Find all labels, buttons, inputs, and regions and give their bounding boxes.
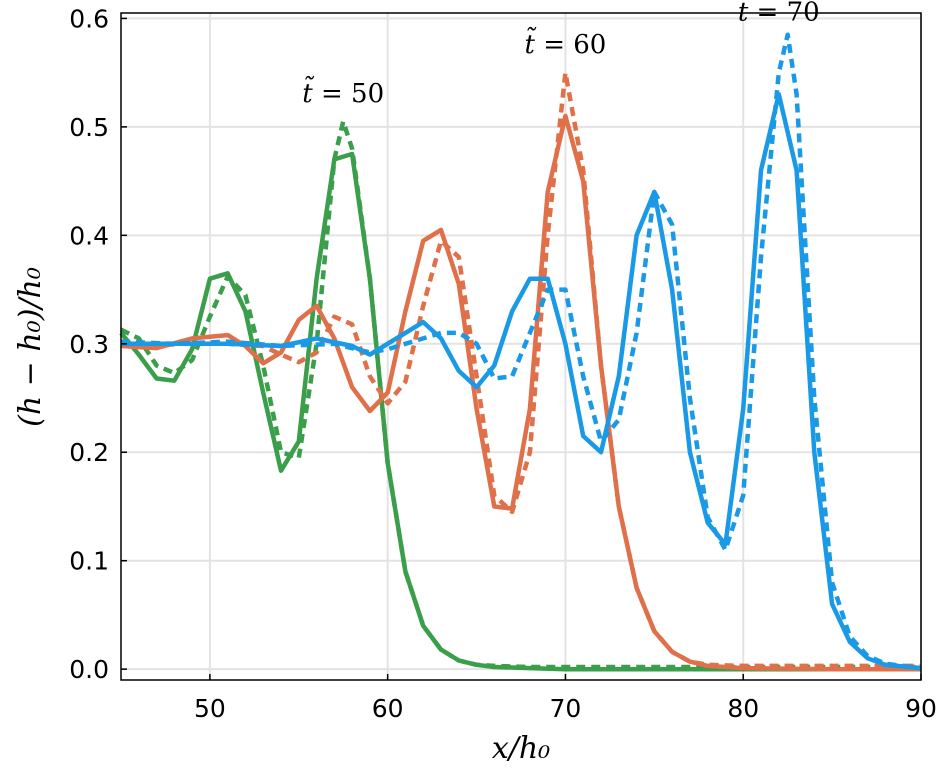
- y-tick-label: 0.3: [69, 330, 109, 359]
- y-tick-label: 0.4: [69, 221, 109, 250]
- x-tick-label: 70: [550, 694, 582, 723]
- y-tick-label: 0.6: [69, 4, 109, 33]
- series-line-2: [120, 119, 921, 670]
- x-axis-label: x/h₀: [492, 731, 550, 766]
- series-lines: [119, 32, 922, 672]
- y-axis-label: (h − h₀)/h₀: [13, 267, 48, 427]
- annotation-label: t̃ = 70: [738, 0, 820, 28]
- series-line-6: [120, 32, 922, 671]
- y-tick-label: 0.2: [69, 438, 109, 467]
- axis-ticks: 50 60 70 80 90 0.0 0.1 0.2 0.3 0.4 0.5 0.6: [69, 4, 937, 723]
- plot-frame: [120, 12, 922, 681]
- annotation-label: t̃ = 60: [525, 27, 607, 61]
- x-tick-label: 60: [372, 694, 404, 723]
- series-line-4: [120, 70, 921, 669]
- x-tick-label: 90: [905, 694, 937, 723]
- annotation-label: t̃ = 50: [302, 75, 384, 109]
- x-tick-label: 80: [727, 694, 759, 723]
- y-tick-label: 0.1: [69, 547, 109, 576]
- y-tick-label: 0.0: [69, 655, 109, 684]
- y-tick-label: 0.5: [69, 113, 109, 142]
- annotations: t̃ = 50 t̃ = 60 t̃ = 70: [302, 0, 819, 109]
- x-tick-label: 50: [194, 694, 226, 723]
